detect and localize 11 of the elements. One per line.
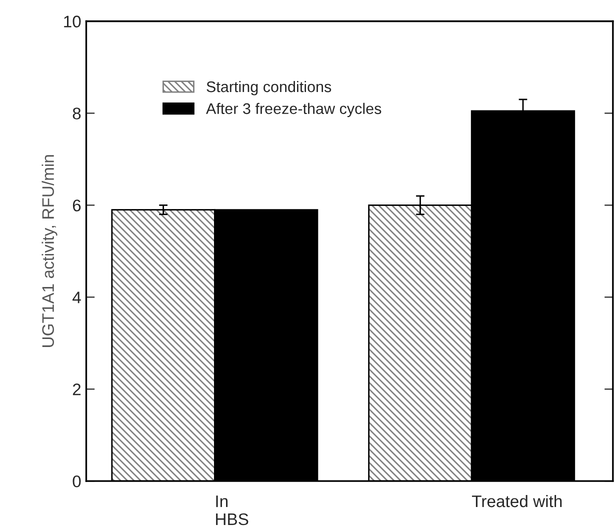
legend-label: After 3 freeze-thaw cycles	[206, 102, 382, 118]
y-tick-label: 10	[64, 16, 81, 28]
y-tick-label: 8	[72, 108, 81, 120]
x-tick-label: Treated with	[472, 494, 562, 508]
y-tick-label: 4	[72, 292, 81, 304]
legend-label: Starting conditions	[206, 80, 332, 96]
y-axis-title: UGT1A1 activity, RFU/min	[42, 155, 58, 347]
y-tick-label: 6	[72, 200, 81, 212]
y-tick-label: 2	[72, 384, 81, 396]
x-tick-label: In HBS	[216, 496, 248, 526]
y-tick-label: 0	[72, 475, 81, 488]
